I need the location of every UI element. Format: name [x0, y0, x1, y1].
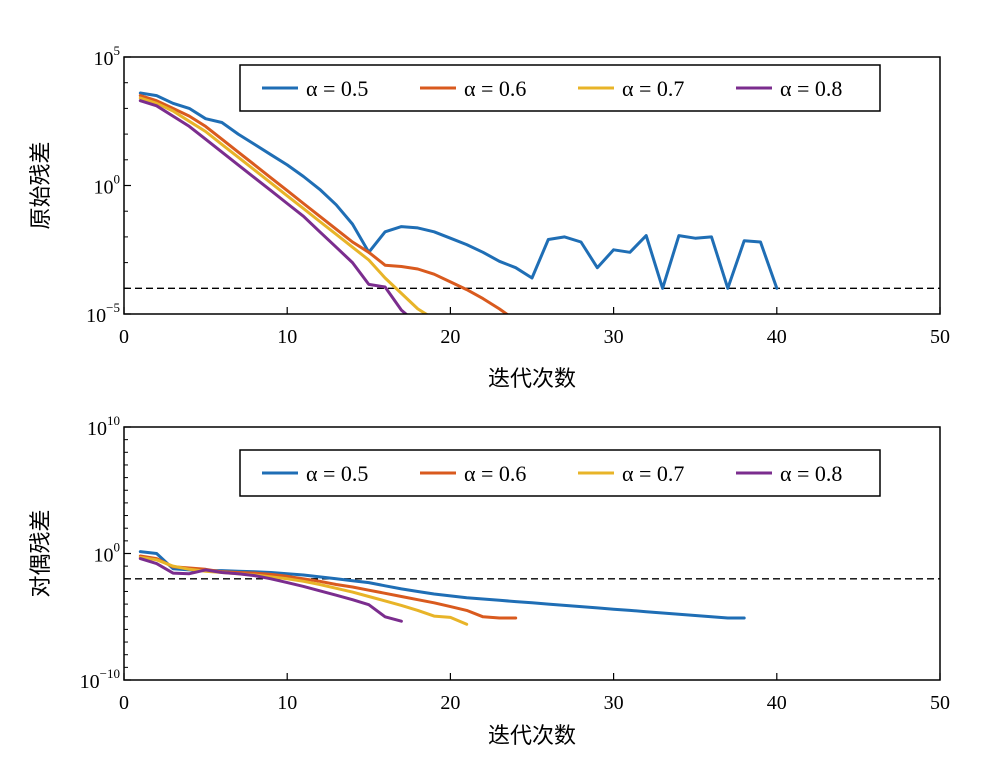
- x-tick-label: 0: [119, 326, 129, 348]
- legend: α = 0.5 α = 0.6 α = 0.7 α = 0.8: [239, 64, 881, 112]
- x-axis-title: 迭代次数: [488, 724, 576, 749]
- x-tick-label: 0: [119, 692, 129, 714]
- legend-label: α = 0.6: [464, 76, 526, 101]
- x-tick-label: 40: [767, 326, 787, 348]
- plot-frame: [123, 426, 941, 681]
- legend-box: [239, 64, 881, 112]
- y-tick-label: 105: [94, 43, 121, 70]
- series-group: [138, 91, 779, 314]
- x-tick-label: 50: [930, 692, 950, 714]
- y-tick-label: 10−10: [80, 666, 120, 693]
- x-tick-label: 20: [440, 692, 460, 714]
- x-axis-title: 迭代次数: [488, 367, 576, 392]
- series-line-07: [138, 96, 429, 314]
- legend-label: α = 0.6: [464, 461, 526, 486]
- y-axis-title: 原始残差: [29, 141, 54, 229]
- series-line-07: [138, 555, 469, 626]
- legend-label: α = 0.8: [780, 76, 842, 101]
- x-tick-label: 10: [277, 692, 297, 714]
- series-line-05: [138, 91, 779, 290]
- legend-label: α = 0.5: [306, 461, 368, 486]
- legend-label: α = 0.8: [780, 461, 842, 486]
- series-line-08: [138, 99, 409, 314]
- x-tick-label: 10: [277, 326, 297, 348]
- legend-box: [239, 449, 881, 497]
- legend: α = 0.5 α = 0.6 α = 0.7 α = 0.8: [239, 449, 881, 497]
- series-line-08: [138, 557, 403, 623]
- legend-label: α = 0.7: [622, 76, 684, 101]
- y-tick-label: 100: [94, 540, 121, 567]
- y-tick-label: 10−5: [86, 300, 120, 327]
- legend-label: α = 0.7: [622, 461, 684, 486]
- legend-label: α = 0.5: [306, 76, 368, 101]
- x-tick-label: 50: [930, 326, 950, 348]
- x-tick-label: 30: [604, 326, 624, 348]
- series-line-06: [138, 94, 510, 314]
- plot-frame: [123, 56, 941, 315]
- x-tick-label: 30: [604, 692, 624, 714]
- y-tick-label: 1010: [87, 413, 120, 440]
- y-axis-title: 对偶残差: [29, 509, 54, 597]
- x-tick-label: 20: [440, 326, 460, 348]
- y-tick-label: 100: [94, 172, 121, 199]
- series-group: [138, 550, 746, 626]
- x-tick-label: 40: [767, 692, 787, 714]
- series-line-05: [138, 550, 746, 620]
